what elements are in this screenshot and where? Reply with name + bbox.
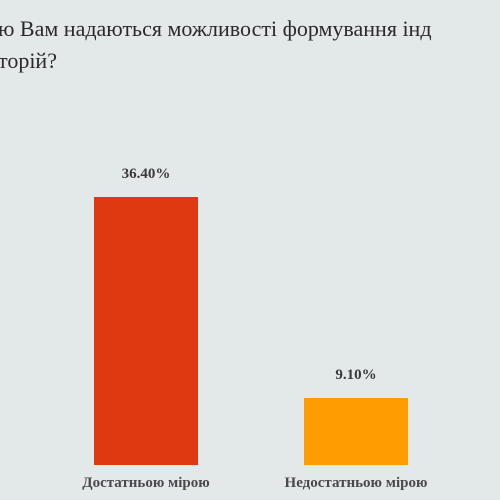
chart-title-line-2: торій? — [0, 48, 57, 73]
bar-2 — [304, 398, 408, 465]
bar-1 — [94, 197, 198, 465]
data-label-2: 9.10% — [335, 367, 376, 383]
category-label-1: Достатньою мірою — [82, 475, 210, 491]
chart-title-line-1: ю Вам надаються можливості формування ін… — [0, 16, 432, 41]
data-label-1: 36.40% — [122, 166, 171, 182]
category-label-2: Недостатньою мірою — [285, 475, 428, 491]
